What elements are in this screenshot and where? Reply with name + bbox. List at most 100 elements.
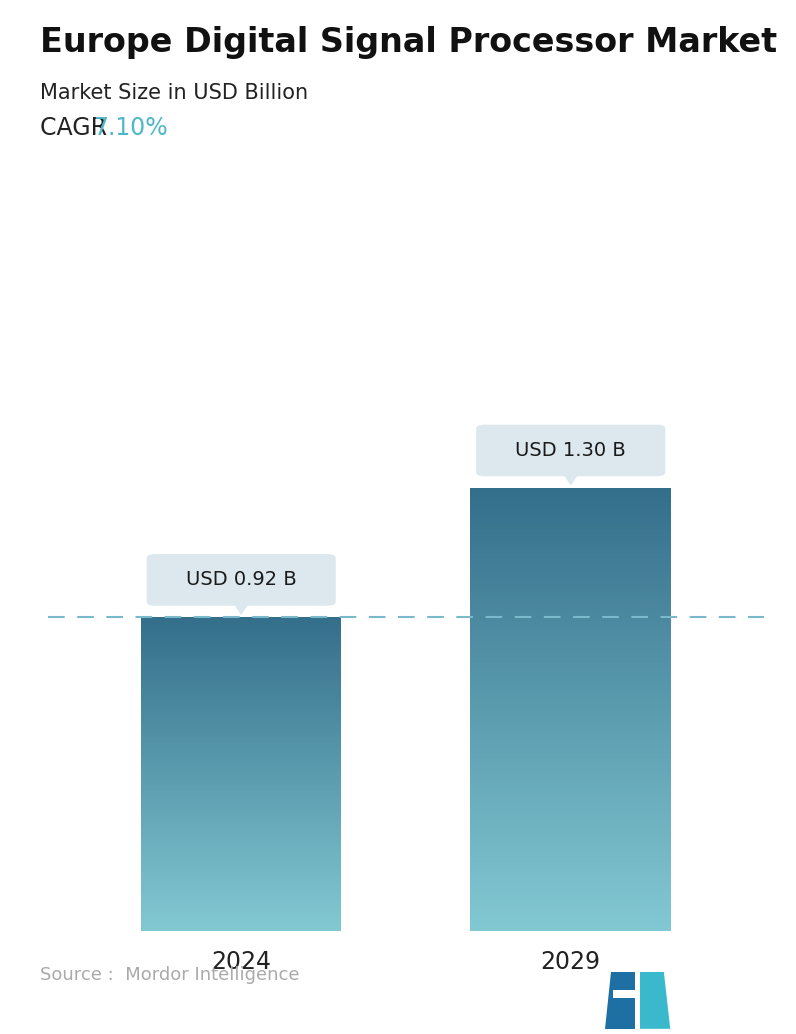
Bar xyxy=(470,586,671,588)
Bar xyxy=(141,655,341,656)
Bar xyxy=(470,733,671,734)
Bar xyxy=(470,879,671,880)
Bar xyxy=(141,811,341,812)
Bar xyxy=(470,554,671,555)
Bar xyxy=(470,662,671,664)
Bar xyxy=(470,685,671,686)
Bar xyxy=(141,658,341,659)
Bar xyxy=(141,816,341,817)
Bar xyxy=(141,864,341,865)
Bar xyxy=(470,851,671,852)
Bar xyxy=(470,821,671,823)
Bar xyxy=(141,893,341,894)
Bar xyxy=(141,622,341,624)
Bar xyxy=(470,865,671,868)
Bar xyxy=(141,691,341,692)
Bar xyxy=(141,734,341,735)
Bar xyxy=(470,757,671,758)
Bar xyxy=(470,740,671,741)
Bar xyxy=(141,829,341,830)
Bar xyxy=(470,709,671,710)
Bar xyxy=(470,829,671,830)
Bar xyxy=(470,675,671,676)
Bar xyxy=(470,644,671,646)
Bar xyxy=(141,832,341,833)
Bar xyxy=(141,653,341,655)
Bar xyxy=(141,628,341,629)
Bar xyxy=(141,713,341,714)
Bar xyxy=(141,679,341,680)
Bar xyxy=(470,697,671,699)
Bar xyxy=(141,670,341,671)
Bar xyxy=(470,780,671,782)
Text: USD 0.92 B: USD 0.92 B xyxy=(185,571,297,589)
Bar xyxy=(141,643,341,644)
Bar xyxy=(470,655,671,656)
Bar xyxy=(470,772,671,774)
Bar xyxy=(470,788,671,789)
Bar xyxy=(141,778,341,779)
Bar xyxy=(141,838,341,839)
Bar xyxy=(141,753,341,754)
Bar xyxy=(141,808,341,809)
Bar xyxy=(470,721,671,723)
Bar xyxy=(470,796,671,798)
Bar xyxy=(470,904,671,906)
Bar xyxy=(470,903,671,904)
Bar xyxy=(141,892,341,893)
Bar xyxy=(470,619,671,620)
Bar xyxy=(141,783,341,784)
Bar xyxy=(141,779,341,780)
Bar xyxy=(141,758,341,759)
Bar xyxy=(470,771,671,772)
Bar xyxy=(141,810,341,811)
Polygon shape xyxy=(562,473,579,486)
Bar xyxy=(141,621,341,622)
Bar xyxy=(141,831,341,832)
Bar xyxy=(141,914,341,915)
Bar xyxy=(141,799,341,800)
Bar xyxy=(141,872,341,873)
Bar xyxy=(141,729,341,730)
Bar xyxy=(141,750,341,751)
Bar xyxy=(470,890,671,892)
Bar xyxy=(470,809,671,810)
Bar xyxy=(141,686,341,687)
Bar xyxy=(141,812,341,813)
Bar xyxy=(141,849,341,850)
Bar xyxy=(141,852,341,853)
Bar xyxy=(141,889,341,890)
Bar xyxy=(141,785,341,786)
Bar xyxy=(141,780,341,781)
Bar xyxy=(470,778,671,779)
Bar xyxy=(141,844,341,845)
Bar xyxy=(141,688,341,689)
Bar xyxy=(141,909,341,910)
Bar xyxy=(141,876,341,877)
Bar xyxy=(141,818,341,819)
Bar xyxy=(141,659,341,660)
Bar xyxy=(470,501,671,503)
Bar xyxy=(470,814,671,816)
Bar xyxy=(470,541,671,543)
Bar xyxy=(141,690,341,691)
Bar xyxy=(141,821,341,822)
Bar xyxy=(470,613,671,615)
Bar xyxy=(141,926,341,927)
Bar xyxy=(141,869,341,870)
Bar xyxy=(141,632,341,633)
Bar xyxy=(470,493,671,495)
Bar xyxy=(470,603,671,605)
Bar xyxy=(141,881,341,882)
Bar xyxy=(470,743,671,744)
Bar xyxy=(470,919,671,920)
Bar xyxy=(470,527,671,529)
Bar xyxy=(141,919,341,920)
Bar xyxy=(141,663,341,664)
Bar xyxy=(141,865,341,866)
Bar xyxy=(141,760,341,761)
Bar xyxy=(141,746,341,747)
Bar xyxy=(470,833,671,834)
Bar xyxy=(470,713,671,716)
Bar xyxy=(141,620,341,621)
